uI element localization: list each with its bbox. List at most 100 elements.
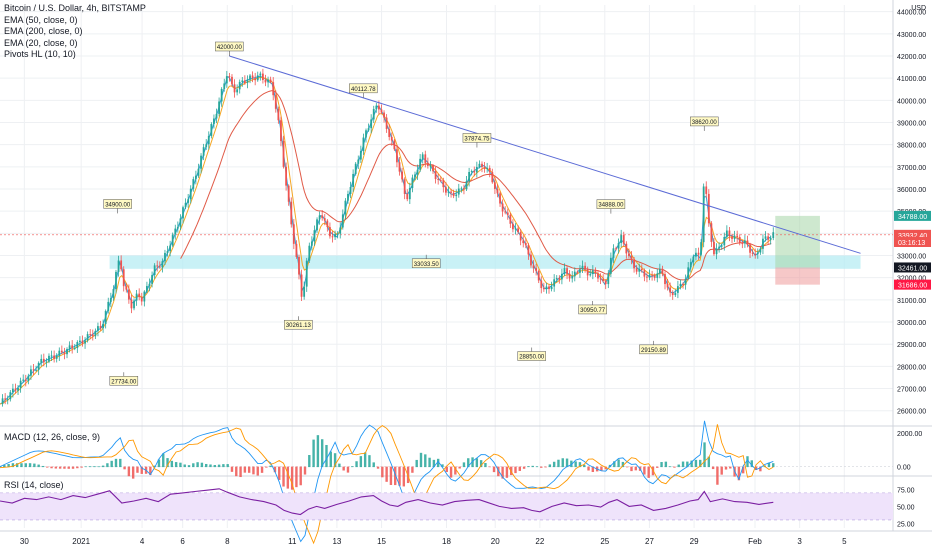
macd-histogram-bar [308, 455, 311, 468]
candle-body [158, 266, 161, 268]
candle-body [189, 188, 192, 200]
candle-body [496, 188, 499, 194]
candle-body [700, 242, 702, 255]
candle-body [298, 256, 300, 275]
candle-body [135, 293, 138, 301]
macd-histogram-bar [363, 452, 367, 468]
price-tick-label: 37000.00 [897, 165, 926, 172]
candle-body [233, 84, 236, 93]
candle-body [303, 286, 306, 297]
indicator-pivots[interactable]: Pivots HL (10, 10) [4, 49, 76, 59]
candle-body [107, 301, 110, 311]
macd-histogram-bar [424, 454, 427, 468]
macd-histogram-bar [226, 464, 229, 468]
indicator-ema50[interactable]: EMA (50, close, 0) [4, 14, 78, 25]
macd-histogram-bar [7, 463, 10, 468]
candle-body [749, 244, 751, 253]
macd-histogram-bar [583, 464, 586, 468]
pivot-label-high: 42000.00 [217, 45, 243, 51]
macd-histogram-bar [471, 457, 474, 468]
macd-histogram-bar [531, 465, 534, 468]
candle-body [725, 230, 728, 237]
macd-histogram-bar [20, 463, 23, 468]
pivot-label-high: 34888.00 [598, 203, 624, 209]
candle-body [102, 323, 105, 329]
macd-histogram-bar [540, 466, 543, 468]
candle-body [720, 245, 723, 247]
pivot-box-low [517, 351, 546, 361]
macd-histogram-bar [101, 465, 105, 468]
candle-body [228, 76, 231, 78]
candle-body [37, 362, 40, 370]
candle-body [519, 232, 522, 241]
candle-body [437, 179, 440, 181]
macd-histogram-bar [222, 464, 225, 468]
time-tick-label: 4 [140, 537, 145, 546]
candle-body [329, 227, 331, 237]
chart-title[interactable]: Bitcoin / U.S. Dollar, 4h, BITSTAMP [4, 3, 146, 13]
macd-histogram-bar [518, 466, 522, 471]
candle-body [545, 286, 548, 290]
candle-body [522, 240, 525, 244]
candle-body [744, 240, 746, 244]
candle-body [251, 75, 254, 79]
macd-histogram-bar [625, 466, 629, 468]
candle-body [548, 286, 550, 290]
candle-body [305, 260, 308, 287]
candle-body [310, 241, 313, 246]
macd-histogram-bar [548, 464, 552, 468]
candle-body [434, 171, 437, 180]
candle-body [416, 169, 419, 175]
candle-body [676, 286, 679, 293]
candle-body [225, 76, 228, 84]
candle-body [370, 119, 373, 129]
candle-body [254, 78, 257, 81]
candle-body [535, 268, 538, 271]
candle-body [146, 286, 148, 292]
macd-histogram-bar [527, 466, 530, 468]
candle-body [380, 109, 383, 113]
candle-body [151, 275, 153, 284]
rsi-band [0, 492, 893, 520]
macd-histogram-bar [514, 466, 517, 474]
macd-histogram-bar [325, 444, 328, 468]
pivot-box-high [103, 199, 132, 209]
candle-body [429, 165, 432, 167]
candle-body [504, 211, 507, 213]
candle-body [243, 80, 246, 83]
candle-body [403, 179, 406, 194]
macd-histogram-bar [235, 466, 238, 477]
candle-body [287, 185, 290, 202]
price-tag-box [894, 236, 931, 247]
candle-body [24, 379, 27, 382]
descending-trendline [229, 55, 861, 254]
candle-body [527, 245, 530, 255]
macd-title[interactable]: MACD (12, 26, close, 9) [4, 432, 101, 442]
candle-body [318, 215, 321, 220]
macd-histogram-bar [772, 463, 775, 468]
indicator-ema20[interactable]: EMA (20, close, 0) [4, 37, 78, 48]
candle-body [6, 399, 9, 401]
candle-body [506, 212, 509, 215]
time-tick-label: 15 [377, 537, 386, 546]
pivot-box-high [596, 199, 626, 209]
rsi-title[interactable]: RSI (14, close) [4, 480, 64, 490]
candle-body [736, 235, 739, 238]
candle-body [762, 238, 764, 249]
candle-body [445, 187, 447, 193]
macd-histogram-bar [570, 460, 573, 468]
indicator-ema200[interactable]: EMA (200, close, 0) [4, 26, 83, 36]
candle-body [182, 207, 184, 219]
macd-histogram-bar [647, 466, 650, 478]
rsi-line [0, 488, 774, 516]
candle-body [707, 193, 710, 224]
candle-body [341, 214, 344, 228]
candle-body [481, 163, 483, 167]
macd-histogram-bar [299, 466, 302, 486]
candle-body [40, 358, 43, 363]
candle-body [661, 268, 664, 275]
macd-histogram-bar [252, 466, 255, 475]
candle-body [460, 188, 463, 190]
